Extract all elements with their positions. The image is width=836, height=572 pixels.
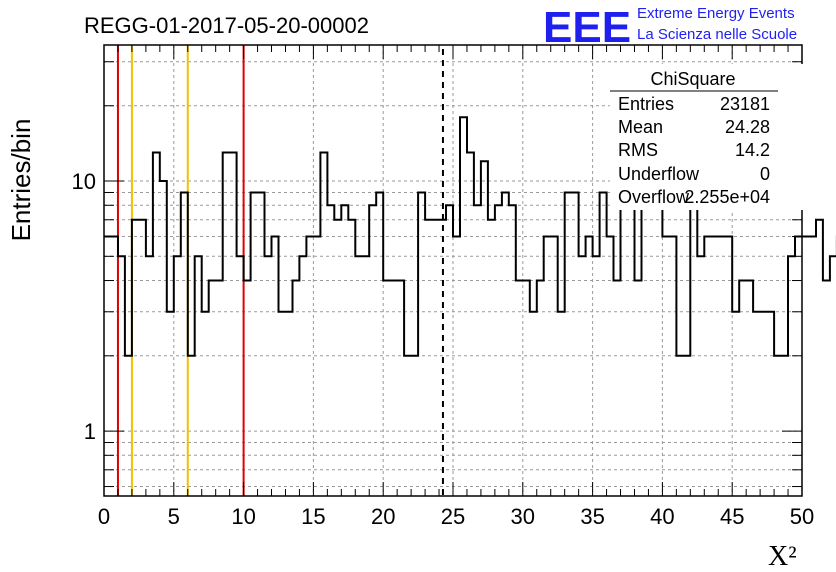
x-tick-label: 10 xyxy=(231,504,255,529)
stats-value-underflow: 0 xyxy=(760,164,770,184)
eee-logo-text: EEE xyxy=(543,3,631,52)
y-tick-label: 10 xyxy=(72,169,96,194)
x-tick-label: 45 xyxy=(720,504,744,529)
chart-title: REGG-01-2017-05-20-00002 xyxy=(84,13,369,38)
x-tick-label: 30 xyxy=(511,504,535,529)
stats-title: ChiSquare xyxy=(650,69,735,89)
stats-label-mean: Mean xyxy=(618,117,663,137)
eee-logo: EEE Extreme Energy Events La Scienza nel… xyxy=(543,3,797,52)
stats-value-entries: 23181 xyxy=(720,94,770,114)
stats-label-underflow: Underflow xyxy=(618,164,700,184)
x-axis-label: X² xyxy=(768,541,797,572)
histogram-series xyxy=(104,116,836,357)
x-tick-label: 20 xyxy=(371,504,395,529)
x-tick-label: 25 xyxy=(441,504,465,529)
brand-line-2: La Scienza nelle Scuole xyxy=(637,26,797,43)
x-tick-label: 35 xyxy=(580,504,604,529)
stats-value-mean: 24.28 xyxy=(725,117,770,137)
stats-label-entries: Entries xyxy=(618,94,674,114)
stats-box-background xyxy=(610,64,806,210)
stats-label-overflow: Overflow xyxy=(618,187,690,207)
brand-line-1: Extreme Energy Events xyxy=(637,5,795,22)
x-axis-ticks: 0 5 10 15 20 25 30 35 40 45 50 xyxy=(98,45,814,529)
stats-label-rms: RMS xyxy=(618,140,658,160)
x-tick-label: 40 xyxy=(650,504,674,529)
stats-value-overflow: 2.255e+04 xyxy=(684,187,770,207)
y-axis-ticks: 1 10 xyxy=(72,61,802,488)
y-tick-label: 1 xyxy=(84,419,96,444)
x-tick-label: 15 xyxy=(301,504,325,529)
stats-box: ChiSquare Entries 23181 Mean 24.28 RMS 1… xyxy=(610,64,806,210)
y-axis-label: Entries/bin xyxy=(6,119,36,242)
x-tick-label: 0 xyxy=(98,504,110,529)
x-tick-label: 5 xyxy=(168,504,180,529)
stats-value-rms: 14.2 xyxy=(735,140,770,160)
x-tick-label: 50 xyxy=(790,504,814,529)
